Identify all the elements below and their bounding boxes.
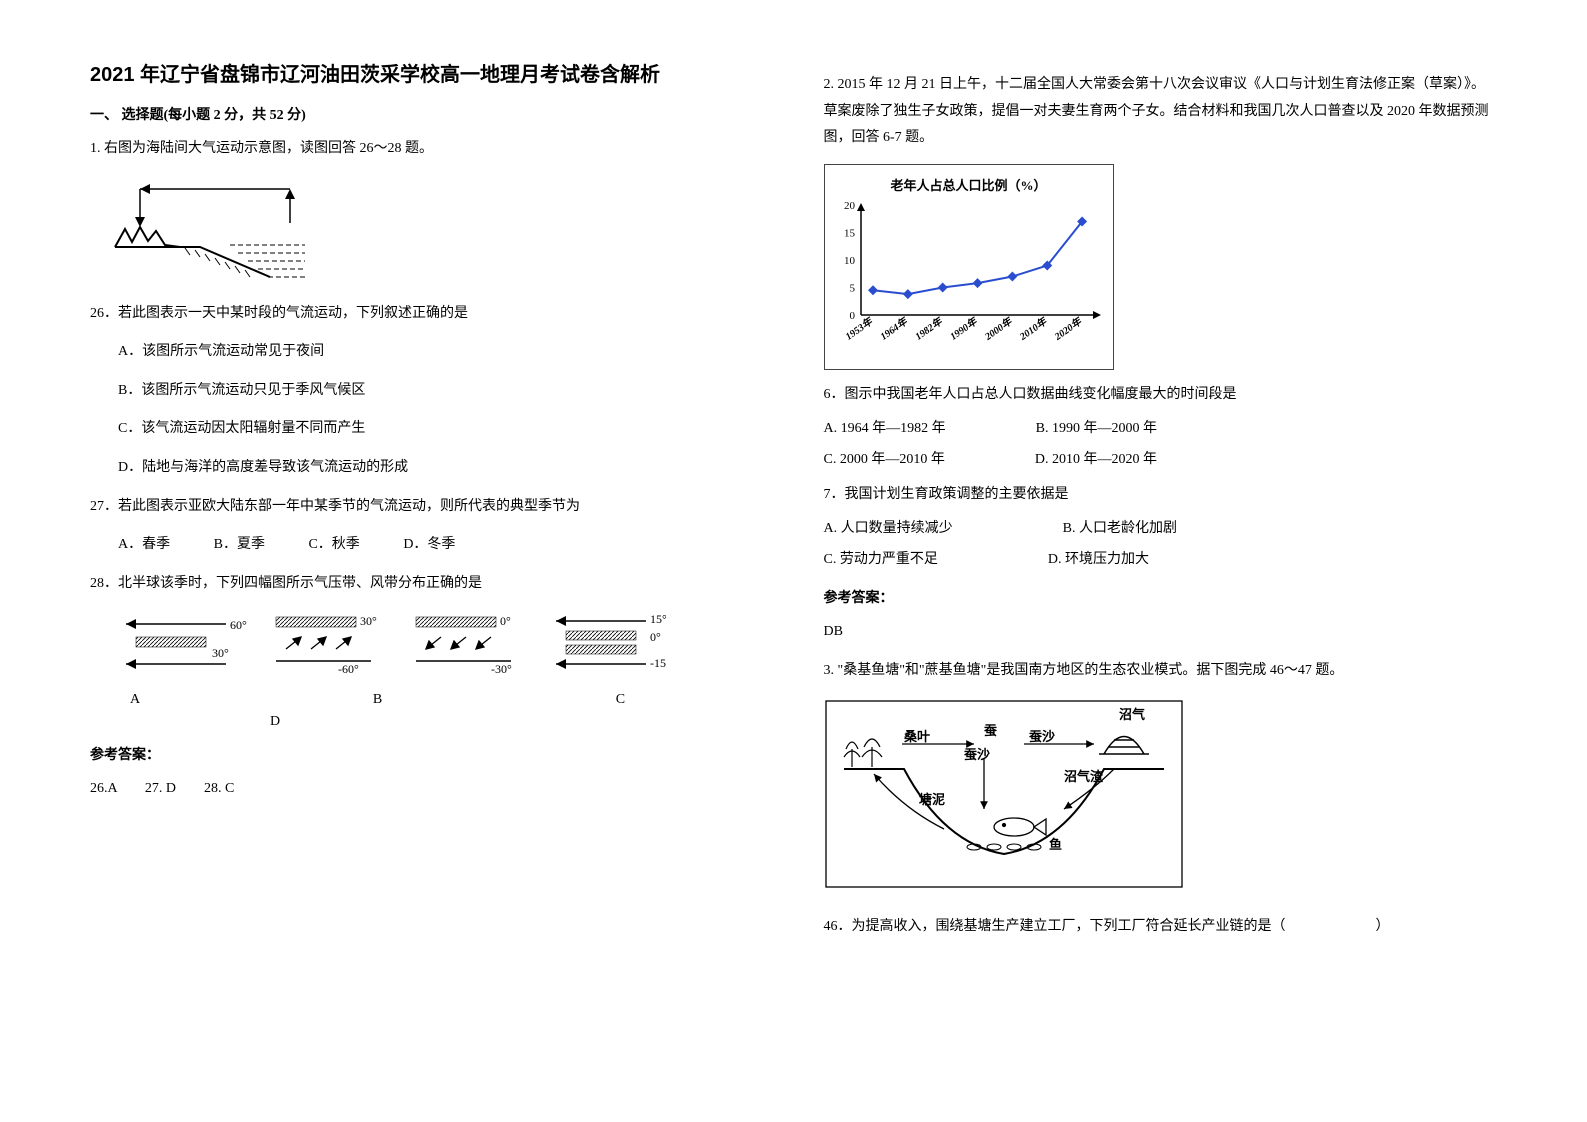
q6-option-a: A. 1964 年—1982 年 (824, 421, 946, 436)
press-label-c: C (616, 692, 625, 707)
press-label-a: A (130, 692, 139, 707)
q6-option-d: D. 2010 年—2020 年 (1035, 452, 1157, 467)
q26-text: 26．若此图表示一天中某时段的气流运动，下列叙述正确的是 (90, 301, 764, 328)
svg-text:1990年: 1990年 (947, 314, 980, 342)
right-column: 2. 2015 年 12 月 21 日上午，十二届全国人大常委会第十八次会议审议… (824, 60, 1498, 1062)
aging-chart-title: 老年人占总人口比例（%） (833, 175, 1105, 194)
q7-options: A. 人口数量持续减少 B. 人口老龄化加剧 C. 劳动力严重不足 D. 环境压力加… (824, 516, 1498, 573)
q26-option-a: A．该图所示气流运动常见于夜间 (90, 339, 764, 366)
svg-text:蚕沙: 蚕沙 (963, 747, 990, 762)
svg-text:-60°: -60° (338, 662, 359, 676)
svg-text:2000年: 2000年 (981, 314, 1015, 343)
left-column: 2021 年辽宁省盘锦市辽河油田茨采学校高一地理月考试卷含解析 一、 选择题(每… (90, 60, 764, 1062)
q27-option-c: C．秋季 (308, 532, 359, 559)
aging-chart-svg: 0 5 10 15 20 1953年1964年1982年1990年2000年2010年20… (833, 200, 1103, 360)
svg-text:10: 10 (844, 255, 856, 267)
q7-option-a: A. 人口数量持续减少 (824, 521, 953, 536)
press-label-b: B (373, 692, 382, 707)
svg-text:沼气渣: 沼气渣 (1064, 769, 1104, 784)
q27-option-d: D．冬季 (403, 532, 455, 559)
q26-option-c: C．该气流运动因太阳辐射量不同而产生 (90, 416, 764, 443)
q2-intro: 2. 2015 年 12 月 21 日上午，十二届全国人大常委会第十八次会议审议… (824, 72, 1498, 152)
svg-text:1982年: 1982年 (912, 314, 945, 342)
svg-text:20: 20 (844, 200, 856, 212)
press-labels: A B C D (90, 692, 764, 730)
svg-text:蚕: 蚕 (983, 723, 998, 738)
svg-text:0: 0 (849, 310, 855, 322)
svg-text:60°: 60° (230, 618, 247, 632)
svg-text:0°: 0° (500, 614, 511, 628)
svg-text:-15: -15 (650, 656, 666, 670)
q26-option-b: B．该图所示气流运动只见于季风气候区 (90, 378, 764, 405)
q27-option-b: B．夏季 (214, 532, 265, 559)
q46-close: ） (1376, 919, 1390, 934)
svg-text:30°: 30° (212, 646, 229, 660)
svg-text:0°: 0° (650, 630, 661, 644)
q6-option-b: B. 1990 年—2000 年 (1036, 421, 1157, 436)
q7-option-d: D. 环境压力加大 (1048, 552, 1149, 567)
pond-diagram: 桑叶 蚕 蚕沙 蚕沙 沼气 沼气渣 塘泥 鱼 (824, 699, 1498, 894)
svg-text:1953年: 1953年 (843, 314, 876, 342)
svg-text:15: 15 (844, 227, 856, 239)
q6-options: A. 1964 年—1982 年 B. 1990 年—2000 年 C. 2000… (824, 416, 1498, 473)
svg-text:蚕沙: 蚕沙 (1028, 729, 1055, 744)
svg-text:1964年: 1964年 (878, 314, 911, 342)
svg-text:5: 5 (849, 282, 855, 294)
svg-text:塘泥: 塘泥 (919, 792, 945, 807)
answers-6-7: DB (824, 619, 1498, 646)
q7-option-b: B. 人口老龄化加剧 (1063, 521, 1177, 536)
svg-text:2020年: 2020年 (1051, 314, 1085, 343)
q6-text: 6．图示中我国老年人口占总人口数据曲线变化幅度最大的时间段是 (824, 382, 1498, 409)
sea-land-breeze-diagram (110, 177, 764, 287)
q7-option-c: C. 劳动力严重不足 (824, 552, 938, 567)
exam-title: 2021 年辽宁省盘锦市辽河油田茨采学校高一地理月考试卷含解析 (90, 60, 764, 90)
answers-26-28: 26.A 27. D 28. C (90, 776, 764, 803)
svg-text:2010年: 2010年 (1016, 314, 1050, 343)
svg-text:桑叶: 桑叶 (903, 729, 930, 744)
svg-text:-30°: -30° (491, 662, 512, 676)
svg-text:15°: 15° (650, 612, 666, 626)
q26-option-d: D．陆地与海洋的高度差导致该气流运动的形成 (90, 455, 764, 482)
pressure-belt-diagram: 60° 30° 30° -60° (126, 609, 764, 684)
answer-heading-2: 参考答案： (824, 587, 1498, 607)
q1-intro: 1. 右图为海陆间大气运动示意图，读图回答 26～28 题。 (90, 136, 764, 163)
q28-text: 28．北半球该季时，下列四幅图所示气压带、风带分布正确的是 (90, 571, 764, 598)
section-1-heading: 一、 选择题(每小题 2 分，共 52 分) (90, 104, 764, 124)
q6-option-c: C. 2000 年—2010 年 (824, 452, 945, 467)
svg-text:鱼: 鱼 (1049, 837, 1062, 852)
svg-text:30°: 30° (360, 614, 377, 628)
q27-options: A．春季 B．夏季 C．秋季 D．冬季 (90, 532, 764, 559)
q27-option-a: A．春季 (118, 532, 170, 559)
q46-stem: 46．为提高收入，围绕基塘生产建立工厂，下列工厂符合延长产业链的是（ (824, 919, 1286, 934)
press-label-d: D (270, 714, 764, 730)
q3-intro: 3. "桑基鱼塘"和"蔗基鱼塘"是我国南方地区的生态农业模式。据下图完成 46～… (824, 658, 1498, 685)
q46-text: 46．为提高收入，围绕基塘生产建立工厂，下列工厂符合延长产业链的是（ ） (824, 914, 1498, 941)
svg-text:沼气: 沼气 (1119, 707, 1145, 722)
aging-chart: 老年人占总人口比例（%） 0 5 10 15 20 1953年1964年1982年1990… (824, 164, 1114, 370)
q7-text: 7．我国计划生育政策调整的主要依据是 (824, 482, 1498, 509)
q27-text: 27．若此图表示亚欧大陆东部一年中某季节的气流运动，则所代表的典型季节为 (90, 494, 764, 521)
answer-heading-1: 参考答案： (90, 744, 764, 764)
